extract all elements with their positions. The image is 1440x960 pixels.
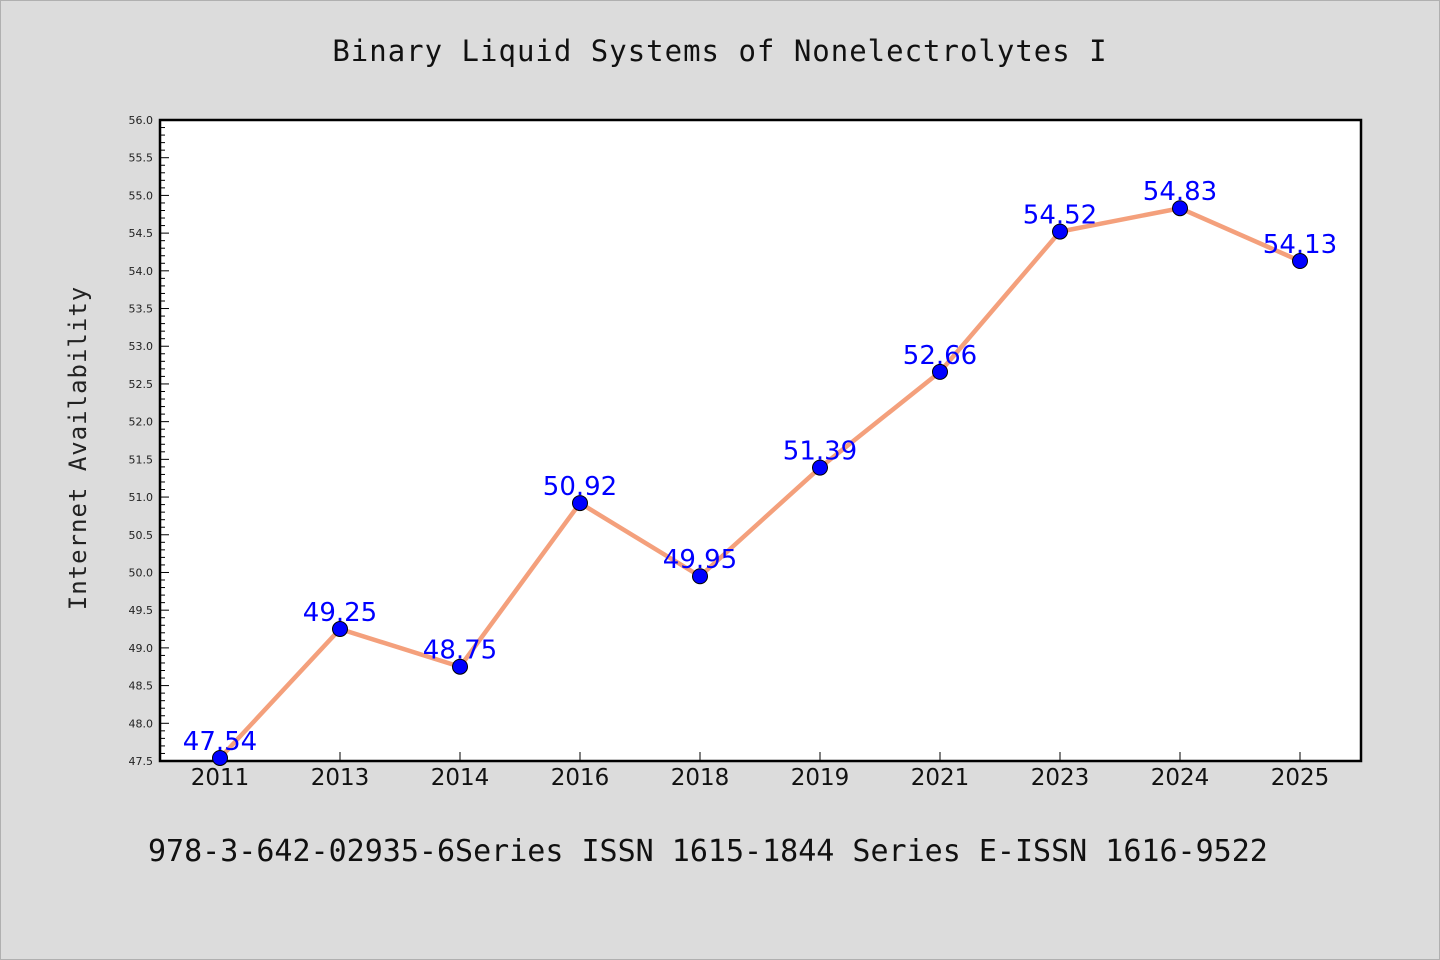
x-tick-label: 2014: [431, 765, 490, 791]
y-tick-label: 52.5: [129, 378, 154, 391]
data-label: 54.13: [1263, 230, 1337, 260]
y-axis-ticks: 47.5 48.0 48.5 49.0 49.5 50.0 50.5 51.0 51.5 52.0…: [129, 114, 169, 768]
data-label: 49.95: [663, 545, 737, 575]
data-label: 47.54: [183, 727, 257, 757]
y-tick-label: 50.5: [129, 529, 154, 542]
y-tick-label: 55.5: [129, 152, 154, 165]
y-tick-label: 54.5: [129, 227, 154, 240]
series-group: 47.54 49.25 48.75 50.92 49.95 51.39 52.66 54.52…: [183, 177, 1337, 766]
data-point: [812, 459, 828, 476]
x-tick-label: 2018: [671, 765, 730, 791]
series-line: [217, 205, 1303, 761]
x-tick-label: 2011: [191, 765, 250, 791]
x-tick-label: 2019: [791, 765, 850, 791]
y-tick-label: 53.0: [129, 340, 154, 353]
y-tick-label: 54.0: [129, 265, 154, 278]
data-point: [1052, 223, 1068, 240]
y-tick-label: 53.5: [129, 303, 154, 316]
data-point: [932, 363, 948, 380]
data-label: 49.25: [303, 598, 377, 628]
data-label: 54.83: [1143, 177, 1217, 207]
x-tick-label: 2025: [1271, 765, 1330, 791]
y-tick-label: 49.5: [129, 604, 154, 617]
data-point: [332, 621, 348, 638]
data-point: [692, 568, 708, 585]
x-tick-label: 2013: [311, 765, 370, 791]
y-tick-label: 51.0: [129, 491, 154, 504]
plot-area: [158, 118, 1363, 763]
y-tick-label: 55.0: [129, 189, 154, 202]
data-point: [1172, 200, 1188, 217]
data-point: [572, 495, 588, 512]
footer-isbn-text: 978-3-642-02935-6Series ISSN 1615-1844 S…: [148, 834, 1268, 869]
data-label: 48.75: [423, 636, 497, 666]
x-axis-ticks: 2011 2013 2014 2016 2018 2019 2021 2023 2024 2025: [191, 752, 1330, 791]
data-label: 50.92: [543, 472, 617, 502]
data-point: [1292, 253, 1308, 270]
y-tick-label: 51.5: [129, 453, 154, 466]
data-label: 52.66: [903, 341, 977, 371]
y-tick-label: 48.5: [129, 680, 154, 693]
x-tick-label: 2021: [911, 765, 970, 791]
data-label: 51.39: [783, 437, 857, 467]
x-tick-label: 2023: [1031, 765, 1090, 791]
data-point: [452, 658, 468, 675]
y-tick-label: 49.0: [129, 642, 154, 655]
data-point: [212, 749, 228, 766]
y-tick-label: 52.0: [129, 416, 154, 429]
y-tick-label: 56.0: [129, 114, 154, 127]
data-label: 54.52: [1023, 201, 1097, 231]
y-tick-label: 50.0: [129, 566, 154, 579]
y-tick-label: 47.5: [129, 755, 154, 768]
x-tick-label: 2016: [551, 765, 610, 791]
x-tick-label: 2024: [1151, 765, 1210, 791]
chart-title: Binary Liquid Systems of Nonelectrolytes…: [332, 34, 1108, 68]
y-tick-label: 48.0: [129, 717, 154, 730]
